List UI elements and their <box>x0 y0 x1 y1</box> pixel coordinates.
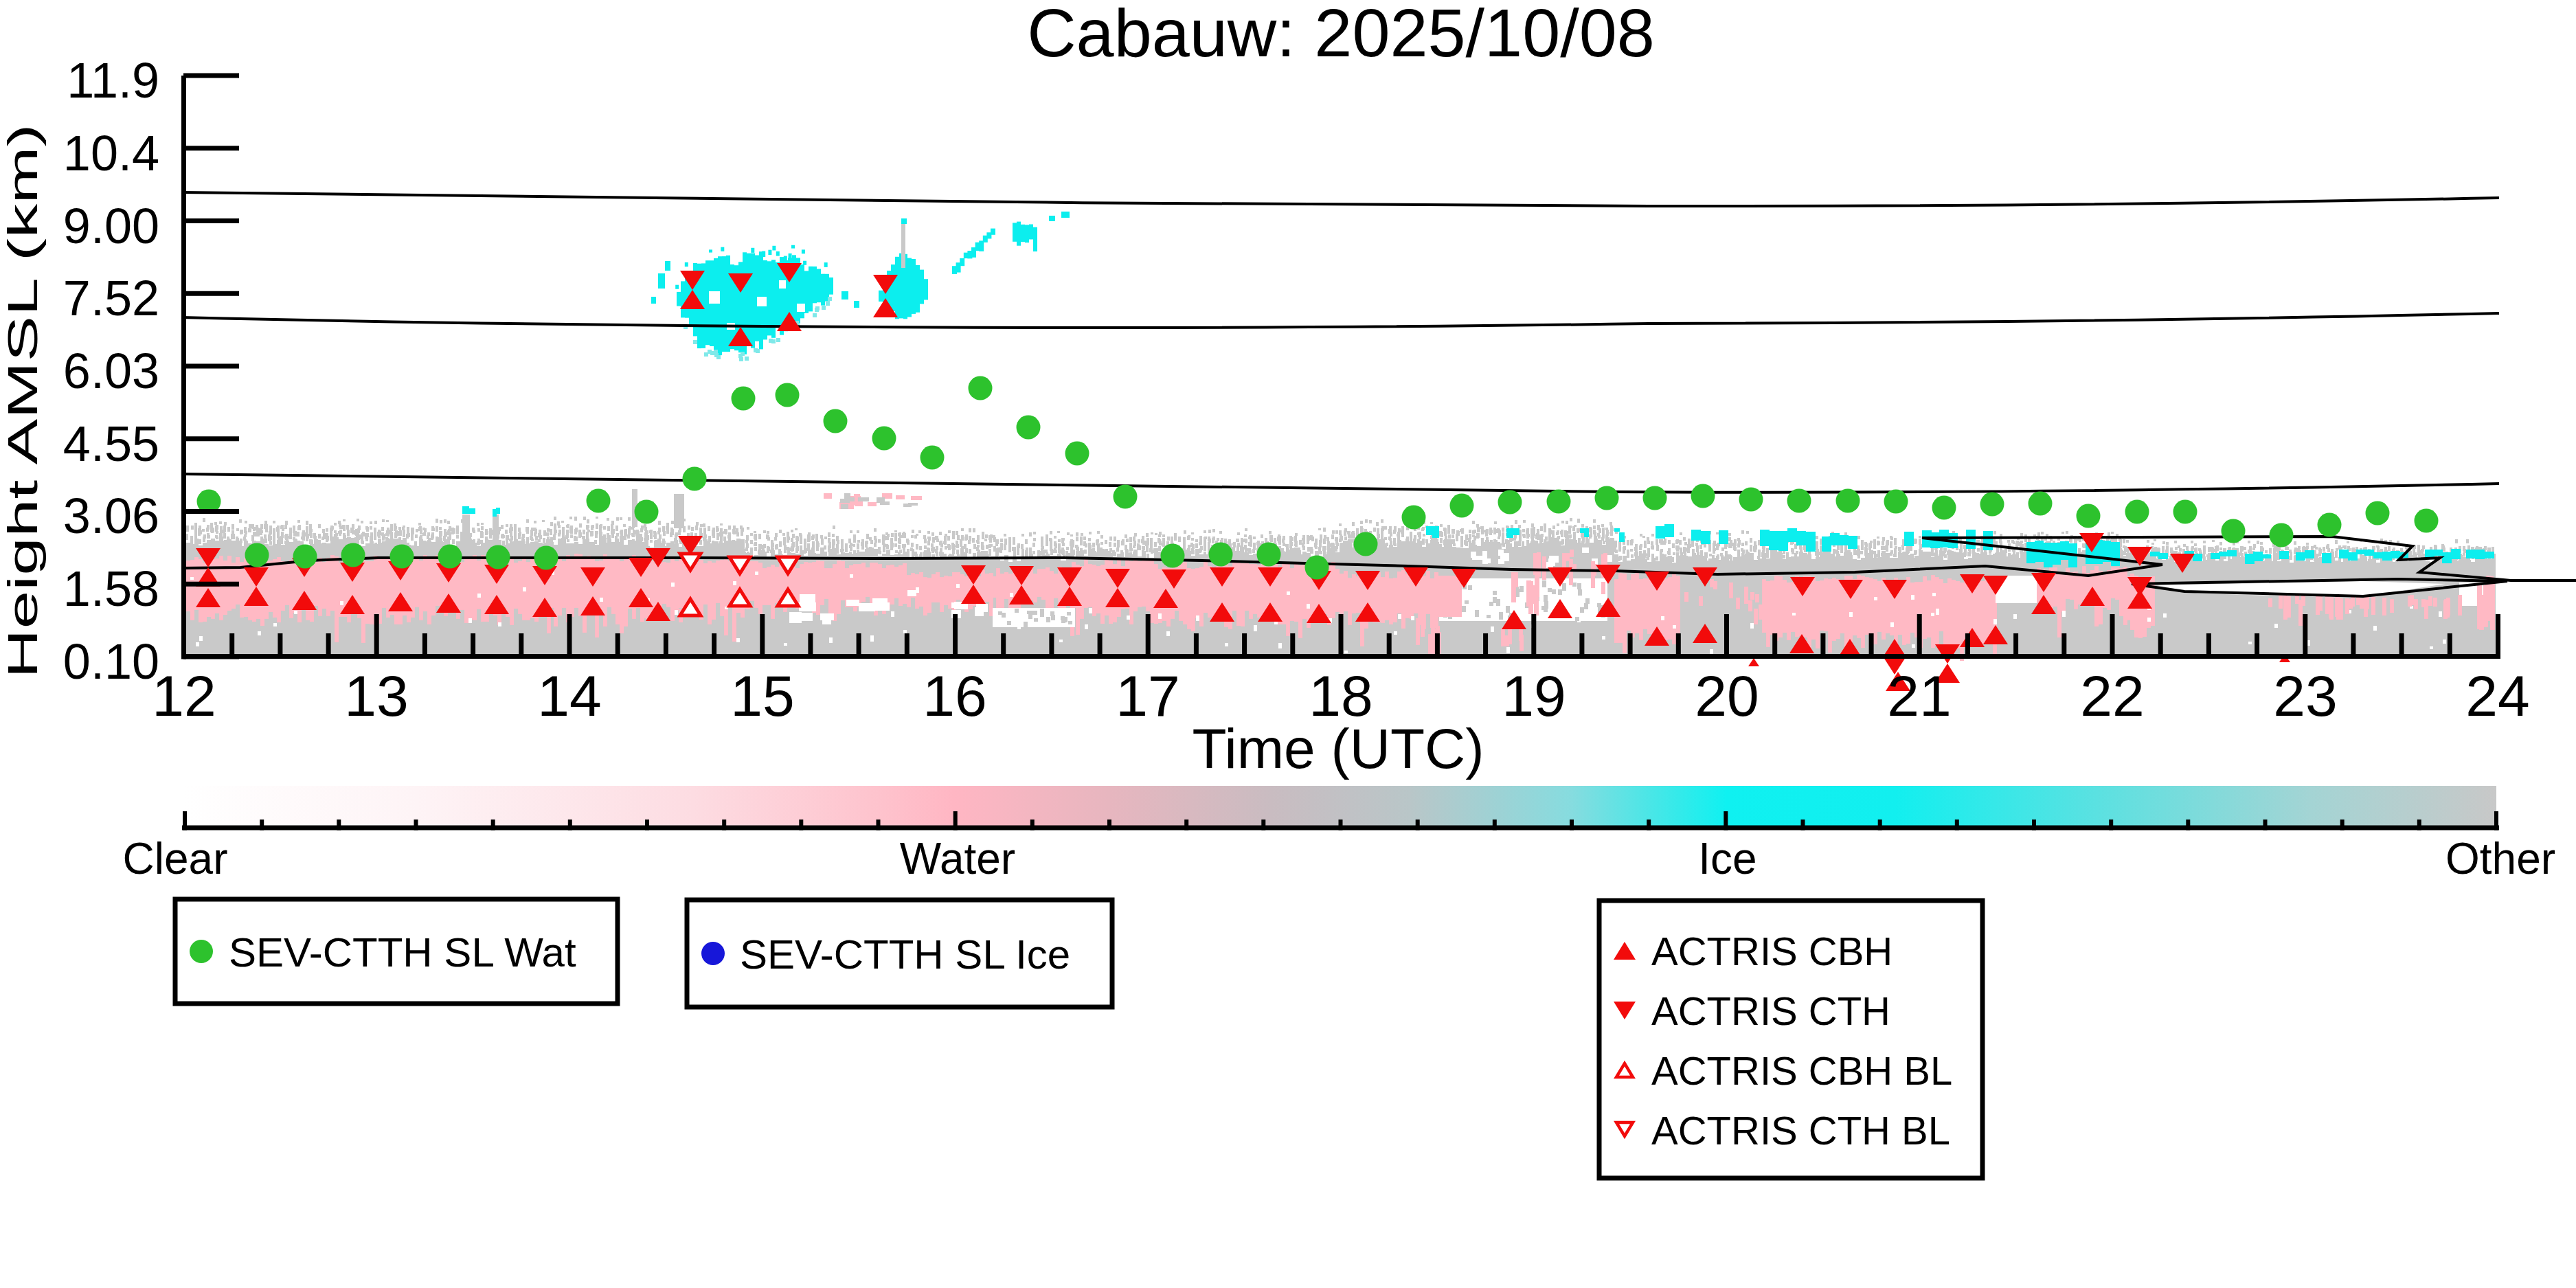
svg-text:15: 15 <box>730 664 794 728</box>
svg-text:Time (UTC): Time (UTC) <box>1192 717 1484 780</box>
svg-text:21: 21 <box>1887 664 1951 728</box>
svg-text:13: 13 <box>344 664 408 728</box>
svg-text:6.03: 6.03 <box>63 343 159 398</box>
svg-text:22: 22 <box>2080 664 2144 728</box>
svg-text:3.06: 3.06 <box>63 488 159 543</box>
svg-text:10.4: 10.4 <box>63 126 159 181</box>
svg-text:23: 23 <box>2273 664 2337 728</box>
svg-text:SEV-CTTH SL Ice: SEV-CTTH SL Ice <box>740 931 1070 978</box>
svg-text:16: 16 <box>923 664 986 728</box>
svg-text:Height AMSL (km): Height AMSL (km) <box>0 124 46 679</box>
svg-text:20: 20 <box>1695 664 1759 728</box>
svg-text:17: 17 <box>1116 664 1179 728</box>
svg-text:0.10: 0.10 <box>63 634 159 689</box>
svg-text:9.00: 9.00 <box>63 199 159 253</box>
svg-text:7.52: 7.52 <box>63 271 159 326</box>
svg-text:14: 14 <box>537 664 601 728</box>
svg-text:12: 12 <box>152 664 216 728</box>
svg-text:Other: Other <box>2445 834 2555 883</box>
svg-text:ACTRIS CTH BL: ACTRIS CTH BL <box>1651 1108 1950 1153</box>
svg-text:ACTRIS CBH: ACTRIS CBH <box>1651 929 1893 973</box>
svg-text:Water: Water <box>900 834 1015 883</box>
svg-text:ACTRIS CBH BL: ACTRIS CBH BL <box>1651 1048 1952 1093</box>
svg-text:11.9: 11.9 <box>67 53 159 108</box>
svg-text:Ice: Ice <box>1698 834 1756 883</box>
svg-text:ACTRIS CTH: ACTRIS CTH <box>1651 988 1890 1033</box>
svg-text:SEV-CTTH SL Wat: SEV-CTTH SL Wat <box>229 929 576 975</box>
svg-text:4.55: 4.55 <box>63 416 159 471</box>
svg-text:19: 19 <box>1502 664 1566 728</box>
svg-text:Cabauw: 2025/10/08: Cabauw: 2025/10/08 <box>1027 0 1655 71</box>
svg-text:1.58: 1.58 <box>63 561 159 616</box>
svg-text:24: 24 <box>2465 664 2529 728</box>
svg-text:Clear: Clear <box>123 834 228 883</box>
